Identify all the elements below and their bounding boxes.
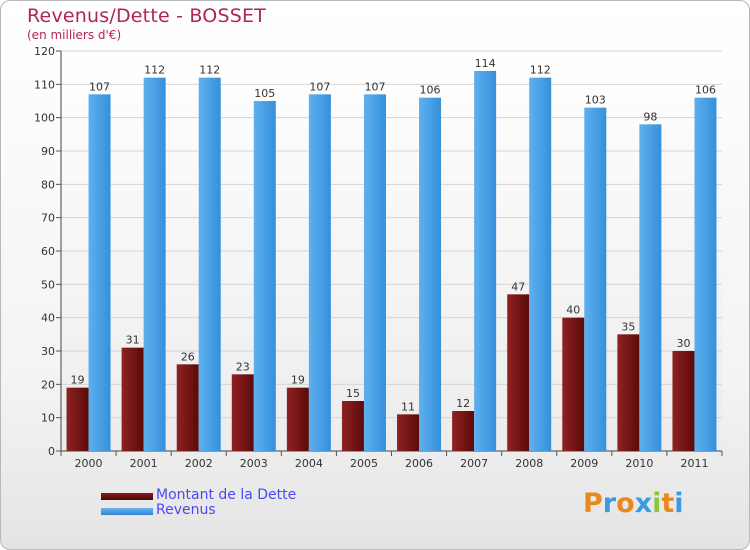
bar-dette bbox=[507, 294, 530, 451]
data-label: 98 bbox=[643, 110, 657, 123]
x-tick-label: 2001 bbox=[130, 457, 158, 470]
bar-dette bbox=[176, 364, 199, 451]
bar-dette bbox=[121, 347, 144, 451]
logo-letter: t bbox=[661, 488, 675, 519]
x-tick-label: 2003 bbox=[240, 457, 268, 470]
chart-subtitle: (en milliers d'€) bbox=[27, 28, 122, 42]
data-label: 105 bbox=[254, 87, 275, 100]
chart-title: Revenus/Dette - BOSSET bbox=[27, 5, 266, 27]
y-tick-label: 10 bbox=[41, 412, 55, 425]
legend-label-dette: Montant de la Dette bbox=[156, 487, 297, 503]
data-label: 19 bbox=[71, 374, 85, 387]
logo-letter: o bbox=[616, 488, 635, 519]
y-tick-label: 70 bbox=[41, 212, 55, 225]
bar-revenus bbox=[639, 124, 662, 451]
data-label: 114 bbox=[475, 57, 496, 70]
y-tick-label: 30 bbox=[41, 345, 55, 358]
bar-revenus bbox=[253, 101, 276, 451]
bar-dette bbox=[672, 351, 695, 451]
logo-letter: i bbox=[674, 488, 684, 519]
bar-revenus bbox=[419, 97, 442, 452]
data-label: 30 bbox=[676, 337, 690, 350]
data-label: 12 bbox=[456, 397, 470, 410]
x-tick-label: 2011 bbox=[680, 457, 708, 470]
bar-revenus bbox=[308, 94, 331, 451]
bar-revenus bbox=[198, 77, 221, 452]
x-tick-label: 2009 bbox=[570, 457, 598, 470]
data-label: 112 bbox=[199, 64, 220, 77]
x-tick-label: 2005 bbox=[350, 457, 378, 470]
bar-dette bbox=[341, 401, 364, 451]
bar-dette bbox=[562, 317, 585, 451]
data-label: 40 bbox=[566, 304, 580, 317]
bar-dette bbox=[452, 411, 475, 451]
x-tick-label: 2000 bbox=[75, 457, 103, 470]
legend-label-revenus: Revenus bbox=[156, 502, 216, 518]
y-tick-label: 20 bbox=[41, 378, 55, 391]
x-tick-label: 2002 bbox=[185, 457, 213, 470]
logo-letter: r bbox=[602, 488, 617, 519]
data-label: 47 bbox=[511, 280, 525, 293]
legend-swatch-revenus bbox=[101, 508, 153, 515]
bar-revenus bbox=[584, 107, 607, 452]
y-tick-label: 60 bbox=[41, 245, 55, 258]
y-tick-label: 120 bbox=[34, 45, 55, 58]
data-label: 106 bbox=[420, 84, 441, 97]
bar-dette bbox=[66, 387, 89, 451]
bar-dette bbox=[617, 334, 640, 451]
y-tick-label: 100 bbox=[34, 112, 55, 125]
x-tick-label: 2008 bbox=[515, 457, 543, 470]
bar-revenus bbox=[529, 77, 552, 452]
x-tick-label: 2004 bbox=[295, 457, 323, 470]
proxiti-logo: Proxiti bbox=[583, 488, 684, 519]
x-tick-label: 2010 bbox=[625, 457, 653, 470]
data-label: 23 bbox=[236, 360, 250, 373]
logo-letter: x bbox=[634, 488, 653, 519]
data-label: 31 bbox=[126, 334, 140, 347]
bar-revenus bbox=[88, 94, 111, 451]
bar-dette bbox=[286, 387, 309, 451]
data-label: 107 bbox=[309, 80, 330, 93]
bar-dette bbox=[397, 414, 420, 451]
y-tick-label: 0 bbox=[48, 445, 55, 458]
y-tick-label: 40 bbox=[41, 312, 55, 325]
data-label: 26 bbox=[181, 350, 195, 363]
legend-swatch-dette bbox=[101, 493, 153, 500]
logo-letter: i bbox=[652, 488, 662, 519]
y-tick-label: 110 bbox=[34, 78, 55, 91]
data-label: 11 bbox=[401, 400, 415, 413]
data-label: 112 bbox=[144, 64, 165, 77]
bar-revenus bbox=[694, 97, 717, 452]
data-label: 112 bbox=[530, 64, 551, 77]
y-tick-label: 80 bbox=[41, 178, 55, 191]
y-tick-label: 90 bbox=[41, 145, 55, 158]
x-tick-label: 2006 bbox=[405, 457, 433, 470]
data-label: 35 bbox=[621, 320, 635, 333]
data-label: 106 bbox=[695, 84, 716, 97]
bar-revenus bbox=[143, 77, 166, 452]
data-label: 103 bbox=[585, 94, 606, 107]
data-label: 19 bbox=[291, 374, 305, 387]
x-tick-label: 2007 bbox=[460, 457, 488, 470]
bar-revenus bbox=[363, 94, 386, 451]
bar-revenus bbox=[474, 71, 497, 451]
data-label: 15 bbox=[346, 387, 360, 400]
logo-letter: P bbox=[583, 488, 603, 519]
bar-dette bbox=[231, 374, 254, 451]
data-label: 107 bbox=[364, 80, 385, 93]
y-tick-label: 50 bbox=[41, 278, 55, 291]
data-label: 107 bbox=[89, 80, 110, 93]
